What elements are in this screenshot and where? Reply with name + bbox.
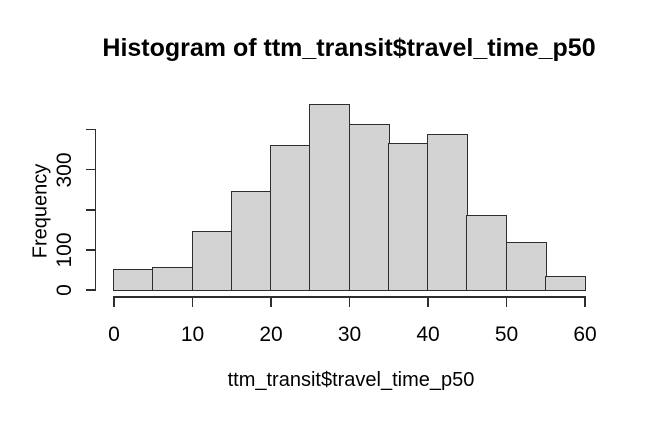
histogram-bar [387, 143, 429, 291]
histogram-bar [544, 276, 586, 291]
histogram-bar [152, 266, 194, 291]
histogram-bar [230, 190, 272, 291]
histogram-bar [309, 104, 351, 291]
chart-title: Histogram of ttm_transit$travel_time_p50 [102, 34, 596, 62]
y-axis-tick [85, 128, 96, 131]
y-axis-title: Frequency [29, 163, 52, 259]
y-axis-line [94, 128, 97, 291]
y-axis-tick-label: 300 [53, 152, 76, 188]
x-axis-tick [191, 296, 194, 307]
y-axis-tick [85, 289, 96, 291]
histogram-bar [466, 215, 508, 291]
x-axis-title: ttm_transit$travel_time_p50 [227, 369, 475, 391]
x-axis-tick [348, 296, 351, 307]
x-axis-tick-label: 40 [416, 323, 440, 346]
x-axis-tick [270, 296, 272, 307]
x-axis-tick [584, 296, 586, 307]
histogram-bar [191, 231, 233, 291]
histogram-bar [505, 241, 547, 291]
y-axis-tick [85, 208, 96, 211]
histogram-bar [270, 145, 312, 291]
x-axis-tick [427, 296, 429, 307]
histogram-bar [348, 124, 390, 291]
x-axis-tick [113, 296, 115, 307]
y-axis-tick-label: 100 [53, 232, 76, 268]
x-axis-tick [505, 296, 508, 307]
x-axis-tick-label: 0 [108, 323, 120, 346]
y-axis-tick [85, 168, 96, 171]
x-axis-tick-label: 50 [494, 323, 519, 346]
y-axis-tick-label: 0 [53, 284, 76, 296]
histogram-bar [427, 134, 469, 291]
x-axis-tick-label: 60 [573, 323, 597, 346]
x-axis-tick-label: 20 [259, 323, 283, 346]
x-axis-tick-label: 30 [337, 323, 362, 346]
histogram-bar [113, 268, 155, 291]
x-axis-tick-label: 10 [180, 323, 205, 346]
x-axis-line [113, 295, 586, 298]
y-axis-tick [85, 249, 96, 251]
